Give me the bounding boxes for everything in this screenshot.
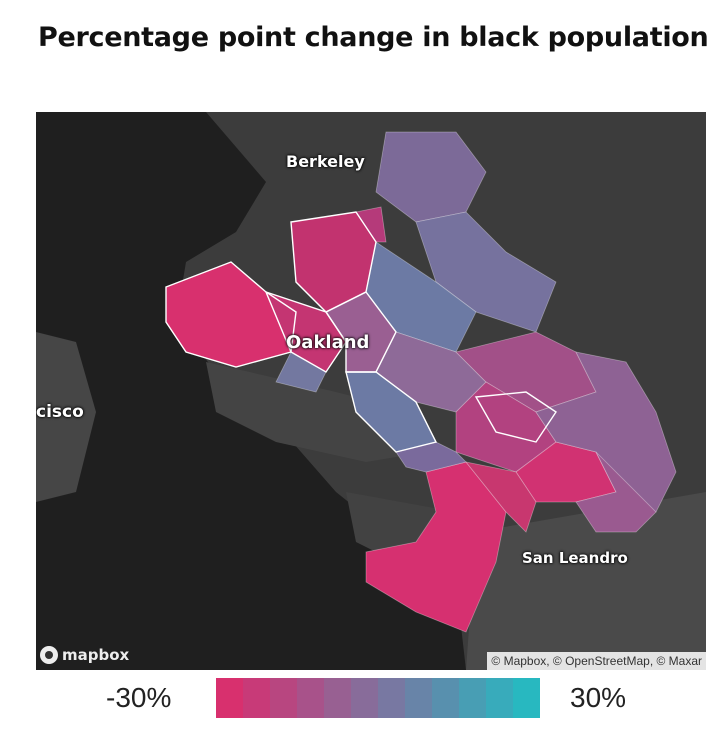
map-attribution[interactable]: © Mapbox, © OpenStreetMap, © Maxar: [487, 652, 706, 670]
sf-peninsula: [36, 332, 96, 502]
legend-swatch-0: [216, 678, 243, 718]
legend-swatch-5: [351, 678, 378, 718]
legend-swatch-9: [459, 678, 486, 718]
legend-swatch-7: [405, 678, 432, 718]
tract-coliseum: [465, 461, 537, 533]
legend-swatch-6: [378, 678, 405, 718]
label-san-leandro: San Leandro: [522, 549, 628, 567]
mapbox-logo-text: mapbox: [62, 646, 130, 664]
mapbox-logo[interactable]: mapbox: [40, 646, 129, 664]
legend-swatch-1: [243, 678, 270, 718]
map-canvas[interactable]: [36, 112, 706, 670]
label-san-francisco: cisco: [36, 402, 84, 422]
tract-sobrante: [575, 451, 657, 533]
legend-max-label: 30%: [570, 682, 627, 713]
legend-min-label: -30%: [106, 682, 172, 713]
legend-swatch-3: [297, 678, 324, 718]
legend-swatch-8: [432, 678, 459, 718]
mapbox-logo-icon: [40, 646, 58, 664]
legend-swatch-11: [513, 678, 540, 718]
tract-layer: [165, 131, 677, 633]
legend-color-bar: [216, 678, 540, 718]
chart-title: Percentage point change in black populat…: [38, 22, 709, 53]
label-oakland: Oakland: [286, 332, 370, 353]
legend-swatch-4: [324, 678, 351, 718]
san-leandro-land: [466, 492, 706, 670]
legend-swatch-2: [270, 678, 297, 718]
tract-airport: [365, 461, 507, 633]
highlighted-tracts: [165, 211, 557, 453]
label-berkeley: Berkeley: [286, 152, 365, 171]
alameda-island: [206, 362, 426, 462]
map-view[interactable]: Berkeley Oakland cisco San Leandro mapbo…: [36, 112, 706, 670]
legend-swatch-10: [486, 678, 513, 718]
